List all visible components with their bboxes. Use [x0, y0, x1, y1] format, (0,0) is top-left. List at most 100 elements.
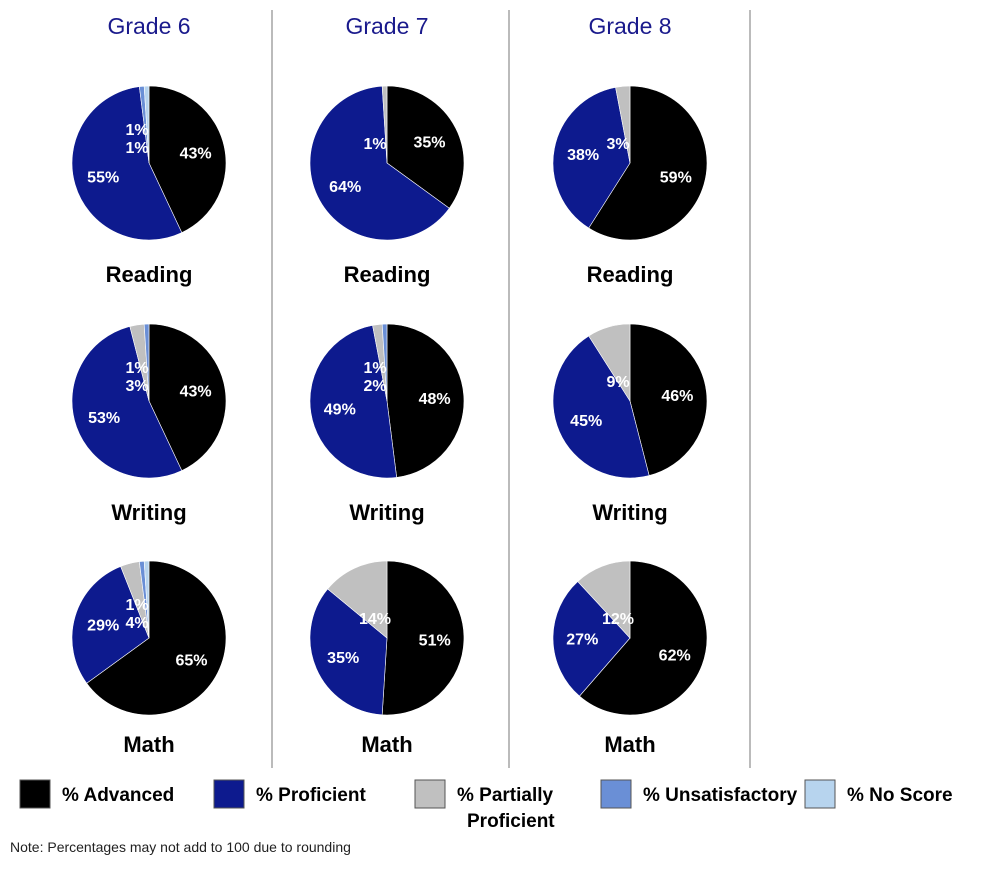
grade-title: Grade 8 [588, 13, 671, 39]
slice-pct-proficient [552, 335, 650, 479]
legend-label: % Partially [457, 785, 554, 806]
data-label-pct-proficient: 53% [88, 410, 120, 427]
subject-label: Reading [587, 262, 674, 287]
slice-pct-partially-proficient [577, 560, 631, 639]
subject-label: Writing [111, 500, 186, 525]
data-label-pct-partially-proficient: 4% [125, 615, 148, 632]
legend: % Advanced % Proficient % Partially Profici… [19, 779, 953, 830]
pie-grade-8-writing: 46% 45% 9% Writing [552, 323, 708, 525]
grade-title: Grade 6 [107, 13, 190, 39]
data-label-pct-unsatisfactory: 1% [125, 360, 148, 377]
grade-title: Grade 7 [345, 13, 428, 39]
pie-grade-6-writing: 43% 53% 3%1% Writing [71, 323, 227, 525]
slice-pct-advanced [148, 323, 227, 472]
pie-grade-8-math: 62% 27%12% Math [552, 560, 708, 757]
slice-pct-advanced [381, 560, 465, 716]
legend-label: % Proficient [256, 785, 366, 806]
slice-pct-proficient [552, 581, 631, 697]
data-label-pct-advanced: 43% [180, 146, 212, 163]
data-label-pct-partially-proficient: 9% [606, 374, 629, 391]
legend-swatch [804, 779, 836, 809]
legend-label-line2: Proficient [467, 811, 555, 830]
legend-item-pct-advanced: % Advanced [19, 779, 174, 809]
data-label-pct-partially-proficient: 3% [125, 378, 148, 395]
subject-label: Reading [344, 262, 431, 287]
data-label-pct-partially-proficient: 14% [359, 611, 391, 628]
data-label-pct-unsatisfactory: 1% [125, 140, 148, 157]
legend-swatch [19, 779, 51, 809]
data-label-pct-no-score: 1% [125, 122, 148, 139]
legend-swatch [213, 779, 245, 809]
data-label-pct-proficient: 55% [87, 169, 119, 186]
legend-item-pct-partially-proficient: % Partially Proficient [414, 779, 555, 830]
legend-swatch [414, 779, 446, 809]
slice-pct-advanced [386, 323, 465, 478]
column-dividers [271, 10, 751, 768]
data-label-pct-advanced: 65% [175, 653, 207, 670]
slice-pct-no-score [143, 560, 150, 639]
pie-grade-7-reading: 35% 64% 1% Reading [309, 85, 465, 287]
slice-pct-unsatisfactory [381, 323, 388, 402]
slice-pct-partially-proficient [381, 85, 388, 164]
data-label-pct-advanced: 51% [419, 633, 451, 650]
slice-pct-proficient [552, 87, 631, 229]
subject-label: Writing [592, 500, 667, 525]
data-label-pct-partially-proficient: 1% [363, 136, 386, 153]
data-label-pct-unsatisfactory: 1% [125, 597, 148, 614]
legend-label: % Unsatisfactory [643, 785, 798, 806]
data-label-pct-proficient: 38% [567, 147, 599, 164]
slice-pct-proficient [71, 326, 183, 479]
legend-item-pct-proficient: % Proficient [213, 779, 366, 809]
subject-label: Math [123, 732, 174, 757]
legend-swatch [600, 779, 632, 809]
legend-label: % No Score [847, 785, 953, 806]
data-label-pct-advanced: 46% [661, 388, 693, 405]
slice-pct-advanced [588, 85, 708, 241]
slice-pct-unsatisfactory [143, 323, 150, 402]
legend-label: % Advanced [62, 785, 174, 806]
slice-pct-proficient [309, 325, 397, 479]
data-label-pct-advanced: 43% [180, 384, 212, 401]
data-label-pct-advanced: 35% [413, 134, 445, 151]
pie-grid: Grade 643%55%1%1%Reading43%53%3%1%Writin… [71, 13, 708, 757]
data-label-pct-partially-proficient: 3% [606, 136, 629, 153]
data-label-pct-partially-proficient: 12% [602, 611, 634, 628]
data-label-pct-proficient: 49% [324, 402, 356, 419]
data-label-pct-proficient: 29% [87, 618, 119, 635]
slice-pct-proficient [71, 566, 150, 684]
slice-pct-partially-proficient [615, 85, 631, 164]
slice-pct-partially-proficient [327, 560, 388, 639]
data-label-pct-advanced: 59% [660, 169, 692, 186]
grade-column-grade-8: Grade 8 59% 38% 3% Reading 46% 45% 9% Writing 62%… [552, 13, 708, 757]
pie-grade-6-reading: 43% 55% 1%1% Reading [71, 85, 227, 287]
rounding-note: Note: Percentages may not add to 100 due… [10, 839, 351, 855]
data-label-pct-proficient: 27% [566, 632, 598, 649]
pie-grade-7-writing: 48% 49% 2%1% Writing [309, 323, 465, 525]
slice-pct-proficient [71, 86, 183, 241]
slice-pct-advanced [148, 85, 227, 234]
legend-item-pct-no-score: % No Score [804, 779, 953, 809]
data-label-pct-unsatisfactory: 1% [363, 360, 386, 377]
slice-pct-advanced [86, 560, 227, 716]
data-label-pct-proficient: 64% [329, 179, 361, 196]
subject-label: Reading [106, 262, 193, 287]
pie-grade-6-math: 65% 29% 4%1% Math [71, 560, 227, 757]
subject-label: Math [604, 732, 655, 757]
pie-grade-8-reading: 59% 38% 3% Reading [552, 85, 708, 287]
data-label-pct-advanced: 48% [419, 391, 451, 408]
slice-pct-partially-proficient [588, 323, 631, 403]
legend-item-pct-unsatisfactory: % Unsatisfactory [600, 779, 798, 809]
slice-pct-proficient [309, 588, 388, 716]
data-label-pct-proficient: 45% [570, 413, 602, 430]
subject-label: Writing [349, 500, 424, 525]
grade-column-grade-6: Grade 643%55%1%1%Reading43%53%3%1%Writin… [71, 13, 227, 757]
data-label-pct-proficient: 35% [327, 650, 359, 667]
slice-pct-advanced [579, 560, 708, 716]
slice-pct-advanced [629, 323, 708, 476]
pie-grade-7-math: 51% 35% 14% Math [309, 560, 465, 757]
data-label-pct-partially-proficient: 2% [363, 378, 386, 395]
data-label-pct-advanced: 62% [659, 648, 691, 665]
slice-pct-proficient [309, 85, 450, 241]
slice-pct-no-score [143, 85, 150, 164]
slice-pct-advanced [386, 85, 465, 209]
